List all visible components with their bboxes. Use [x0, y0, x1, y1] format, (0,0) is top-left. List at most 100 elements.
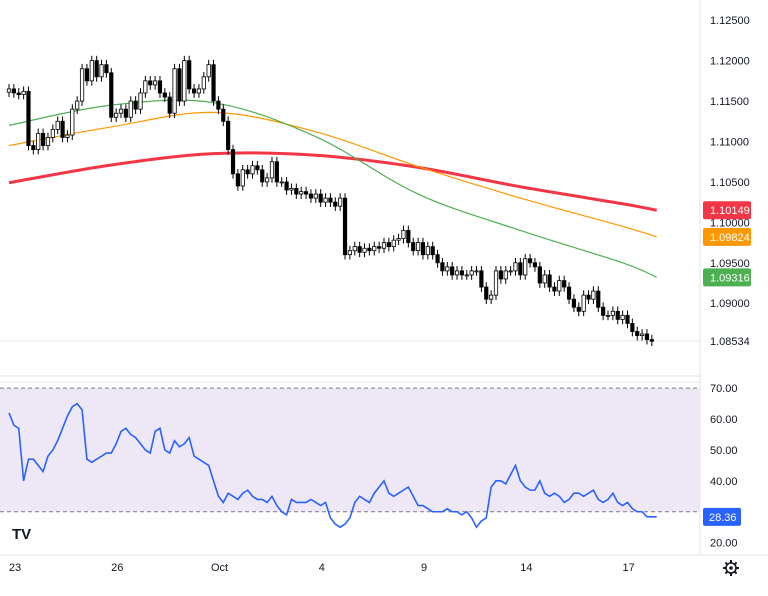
rsi-panel: [0, 387, 700, 529]
candle: [289, 183, 294, 195]
candle: [11, 84, 16, 98]
candle: [235, 168, 240, 191]
candle: [347, 245, 353, 260]
candle: [162, 88, 167, 102]
brand-logo[interactable]: TV: [6, 522, 38, 544]
candle: [177, 63, 182, 106]
candle: [94, 55, 99, 82]
candle: [274, 156, 279, 187]
candle: [328, 193, 333, 208]
candle: [532, 257, 538, 272]
price-tick-label: 1.12500: [710, 15, 750, 27]
candle: [367, 243, 372, 256]
candle: [615, 306, 620, 325]
candle: [99, 59, 104, 82]
svg-text:1.10149: 1.10149: [710, 205, 750, 217]
candle: [45, 132, 51, 151]
candle: [425, 241, 430, 260]
candle: [391, 235, 396, 252]
candle: [454, 266, 460, 280]
svg-text:1.09316: 1.09316: [710, 272, 750, 284]
moving-average-line: [8, 99, 657, 278]
candle: [362, 243, 367, 258]
candle: [401, 225, 406, 244]
candle: [484, 282, 489, 305]
candle: [84, 63, 90, 86]
rsi-tick-label: 20.00: [710, 538, 738, 550]
rsi-tick-label: 60.00: [710, 414, 738, 426]
candle: [75, 96, 80, 115]
candle: [420, 237, 426, 260]
candle: [396, 233, 401, 246]
candle: [591, 286, 596, 305]
candle: [114, 108, 119, 123]
price-axis: 1.12500 1.12000 1.11500 1.11000 1.10500 1.100…: [710, 15, 750, 348]
candle: [123, 104, 128, 123]
candle: [342, 193, 348, 260]
candle: [372, 241, 377, 256]
rsi-value-label: 28.36: [703, 507, 741, 526]
candle: [377, 241, 382, 254]
candle: [26, 86, 31, 151]
rsi-tick-label: 40.00: [710, 476, 738, 488]
candle: [182, 55, 187, 106]
candle: [269, 156, 275, 183]
candle: [65, 130, 70, 143]
candle: [586, 290, 591, 305]
candle: [240, 164, 245, 191]
candle: [601, 302, 606, 321]
price-labels: 1.10149 1.09824 1.09316: [703, 201, 751, 287]
moving-average-line: [8, 151, 657, 212]
candle: [644, 329, 650, 345]
candle: [70, 104, 75, 140]
svg-text:1.09824: 1.09824: [710, 232, 750, 244]
candle: [323, 193, 328, 208]
candle: [250, 160, 255, 179]
candle: [571, 294, 577, 313]
candle: [415, 237, 421, 256]
candle: [187, 55, 192, 94]
candle: [152, 76, 158, 90]
candle: [459, 266, 465, 280]
moving-averages: [8, 99, 657, 278]
candle: [605, 310, 611, 321]
candle: [206, 59, 211, 82]
candle: [201, 71, 206, 94]
price-tick-label: 1.12000: [710, 56, 750, 68]
candle: [493, 266, 499, 300]
time-tick-label: 9: [421, 562, 427, 574]
candle: [333, 197, 338, 212]
candle: [576, 302, 581, 317]
candle: [40, 128, 46, 151]
candle: [143, 76, 148, 98]
candle: [649, 334, 654, 347]
candle: [450, 261, 455, 280]
candle: [581, 290, 586, 317]
candle: [357, 241, 362, 258]
candle: [552, 282, 557, 296]
candle: [435, 249, 440, 268]
candle: [308, 189, 314, 203]
candle: [226, 116, 231, 155]
candle: [630, 318, 635, 337]
candle: [527, 253, 533, 268]
candle: [640, 329, 645, 341]
candle: [430, 241, 435, 260]
ma-price-label: 1.10149: [703, 201, 751, 220]
candle: [445, 261, 450, 276]
gear-icon[interactable]: [723, 560, 739, 576]
candle: [89, 55, 94, 86]
candle: [411, 237, 416, 256]
candle: [196, 84, 202, 98]
candle: [557, 275, 562, 296]
candle: [148, 76, 153, 90]
price-tick-label: 1.09000: [710, 298, 750, 310]
rsi-line: [8, 402, 657, 529]
candle: [513, 257, 518, 276]
candle: [523, 253, 528, 280]
time-tick-label: 26: [111, 562, 123, 574]
candle: [386, 237, 391, 252]
candle: [221, 104, 226, 127]
